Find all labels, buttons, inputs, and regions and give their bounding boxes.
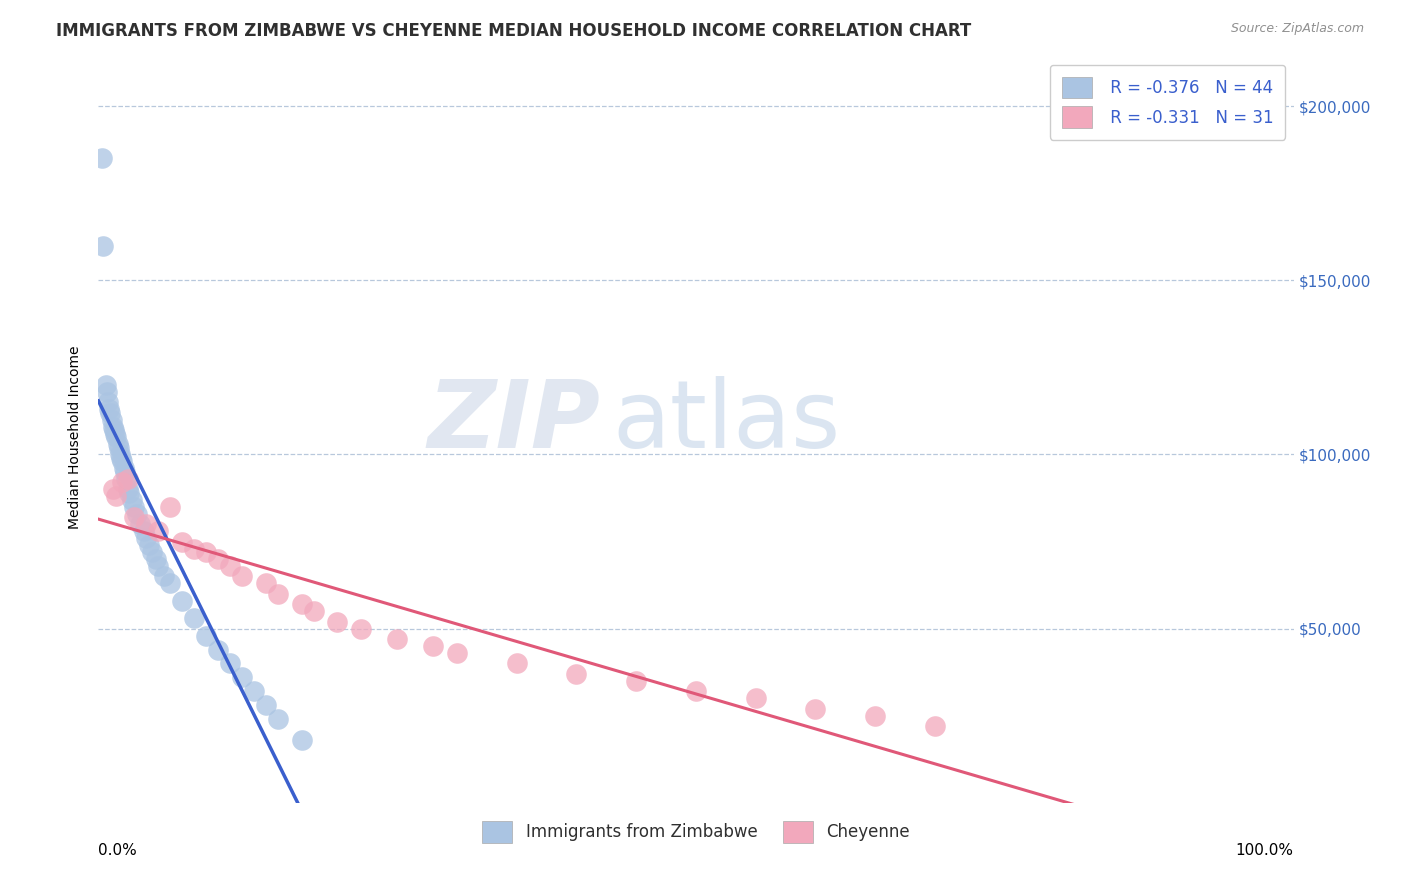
- Point: [96, 384, 118, 399]
- Point: [195, 629, 218, 643]
- Point: [138, 538, 160, 552]
- Point: [117, 483, 139, 497]
- Point: [422, 639, 444, 653]
- Point: [129, 517, 152, 532]
- Point: [685, 684, 707, 698]
- Point: [91, 152, 114, 166]
- Text: ZIP: ZIP: [427, 376, 600, 468]
- Point: [112, 461, 135, 475]
- Point: [219, 657, 242, 671]
- Text: IMMIGRANTS FROM ZIMBABWE VS CHEYENNE MEDIAN HOUSEHOLD INCOME CORRELATION CHART: IMMIGRANTS FROM ZIMBABWE VS CHEYENNE MED…: [56, 22, 972, 40]
- Text: 0.0%: 0.0%: [98, 843, 138, 858]
- Point: [626, 673, 648, 688]
- Point: [148, 558, 170, 573]
- Point: [291, 597, 314, 611]
- Point: [159, 576, 181, 591]
- Point: [243, 684, 266, 698]
- Point: [804, 702, 827, 716]
- Point: [124, 510, 146, 524]
- Point: [135, 517, 157, 532]
- Legend: Immigrants from Zimbabwe, Cheyenne: Immigrants from Zimbabwe, Cheyenne: [475, 814, 917, 849]
- Point: [446, 646, 468, 660]
- Point: [105, 430, 128, 444]
- Point: [135, 531, 157, 545]
- Point: [148, 524, 170, 538]
- Point: [326, 615, 349, 629]
- Point: [159, 500, 181, 514]
- Point: [865, 708, 887, 723]
- Point: [385, 632, 409, 646]
- Point: [506, 657, 529, 671]
- Point: [153, 569, 176, 583]
- Point: [231, 670, 253, 684]
- Point: [219, 558, 242, 573]
- Point: [350, 622, 373, 636]
- Text: 100.0%: 100.0%: [1236, 843, 1294, 858]
- Point: [114, 465, 136, 479]
- Point: [195, 545, 218, 559]
- Point: [98, 402, 121, 417]
- Point: [91, 238, 114, 252]
- Point: [254, 576, 277, 591]
- Point: [111, 475, 134, 490]
- Point: [924, 719, 946, 733]
- Point: [97, 395, 120, 409]
- Point: [108, 448, 131, 462]
- Point: [101, 419, 124, 434]
- Point: [267, 712, 290, 726]
- Point: [107, 441, 129, 455]
- Point: [172, 534, 194, 549]
- Point: [207, 642, 229, 657]
- Point: [145, 552, 167, 566]
- Point: [207, 552, 229, 566]
- Point: [110, 450, 132, 465]
- Point: [115, 472, 138, 486]
- Point: [302, 604, 325, 618]
- Point: [172, 594, 194, 608]
- Point: [104, 426, 127, 441]
- Point: [183, 611, 205, 625]
- Text: atlas: atlas: [613, 376, 841, 468]
- Point: [101, 483, 124, 497]
- Text: Source: ZipAtlas.com: Source: ZipAtlas.com: [1230, 22, 1364, 36]
- Y-axis label: Median Household Income: Median Household Income: [69, 345, 83, 529]
- Point: [565, 667, 588, 681]
- Point: [107, 437, 129, 451]
- Point: [291, 733, 314, 747]
- Point: [94, 377, 117, 392]
- Point: [132, 524, 155, 538]
- Point: [111, 454, 134, 468]
- Point: [105, 489, 128, 503]
- Point: [121, 492, 143, 507]
- Point: [124, 500, 146, 514]
- Point: [100, 412, 122, 426]
- Point: [183, 541, 205, 556]
- Point: [141, 545, 163, 559]
- Point: [231, 569, 253, 583]
- Point: [745, 691, 768, 706]
- Point: [117, 472, 139, 486]
- Point: [254, 698, 277, 713]
- Point: [125, 507, 148, 521]
- Point: [103, 423, 125, 437]
- Point: [118, 485, 141, 500]
- Point: [98, 406, 122, 420]
- Point: [267, 587, 290, 601]
